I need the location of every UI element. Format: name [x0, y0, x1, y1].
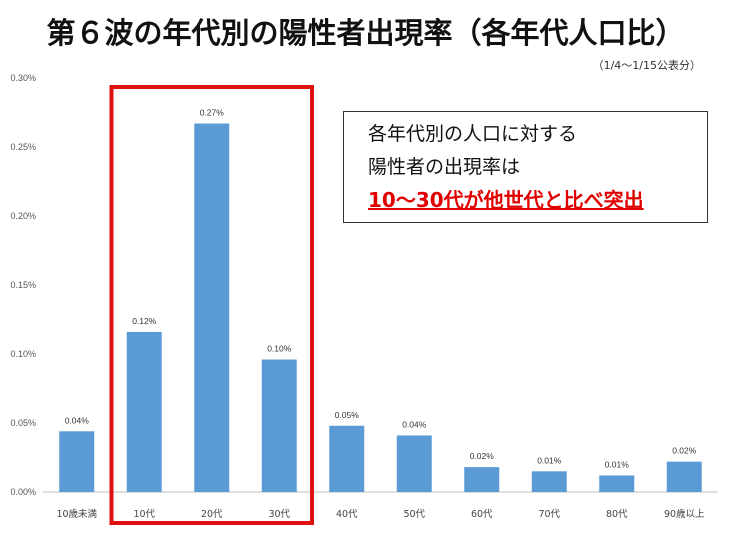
annotation-line-2: 陽性者の出現率は [368, 156, 521, 178]
bar [396, 435, 432, 492]
y-axis: 0.00% 0.05% 0.10% 0.15% 0.20% 0.25% 0.30% [10, 73, 36, 497]
x-category-label: 10歳未満 [56, 508, 97, 520]
annotation-emphasis: 10～30代が他世代と比べ突出 [368, 188, 644, 212]
x-category-label: 80代 [606, 509, 628, 520]
highlight-box [109, 85, 314, 525]
bar-value-label: 0.27% [200, 108, 225, 118]
x-category-label: 40代 [336, 509, 358, 520]
bar-value-label: 0.01% [605, 459, 630, 469]
annotation-line-1: 各年代別の人口に対する [368, 123, 578, 145]
bar [59, 431, 95, 492]
bar [464, 467, 500, 492]
y-tick-label: 0.10% [10, 349, 36, 359]
data-labels: 0.04% 0.12% 0.27% 0.10% 0.05% 0.04% 0.02% 0.01%… [65, 108, 697, 470]
category-labels: 10歳未満 10代 20代 30代 40代 50代 60代 70代 80代 90歳以上 [56, 508, 705, 520]
bar-value-label: 0.04% [402, 419, 427, 429]
bar-value-label: 0.02% [470, 451, 495, 461]
bar-value-label: 0.10% [267, 344, 292, 354]
bar-series [59, 123, 702, 492]
bar [261, 359, 297, 492]
bar [194, 123, 230, 492]
y-tick-label: 0.20% [10, 211, 36, 221]
x-category-label: 20代 [201, 509, 223, 520]
chart-title: 第６波の年代別の陽性者出現率（各年代人口比） [46, 16, 685, 50]
bar-value-label: 0.02% [672, 446, 697, 456]
chart-subtitle: （1/4～1/15公表分） [592, 59, 701, 72]
annotation-box: 各年代別の人口に対する 陽性者の出現率は 10～30代が他世代と比べ突出 [343, 111, 708, 223]
bar [666, 461, 702, 492]
x-category-label: 60代 [471, 509, 493, 520]
y-tick-label: 0.00% [10, 487, 36, 497]
bar [599, 475, 635, 492]
x-category-label: 50代 [403, 509, 425, 520]
x-category-label: 30代 [268, 509, 290, 520]
x-category-label: 70代 [538, 509, 560, 520]
x-category-label: 90歳以上 [664, 508, 705, 520]
bar-value-label: 0.12% [132, 316, 157, 326]
bar-value-label: 0.01% [537, 455, 562, 465]
y-tick-label: 0.30% [10, 73, 36, 83]
y-tick-label: 0.25% [10, 142, 36, 152]
bar-value-label: 0.05% [335, 410, 360, 420]
bar [126, 331, 162, 492]
bar-value-label: 0.04% [65, 415, 90, 425]
bar [329, 425, 365, 492]
x-category-label: 10代 [133, 509, 155, 520]
bar [531, 471, 567, 492]
y-tick-label: 0.15% [10, 280, 36, 290]
y-tick-label: 0.05% [10, 418, 36, 428]
